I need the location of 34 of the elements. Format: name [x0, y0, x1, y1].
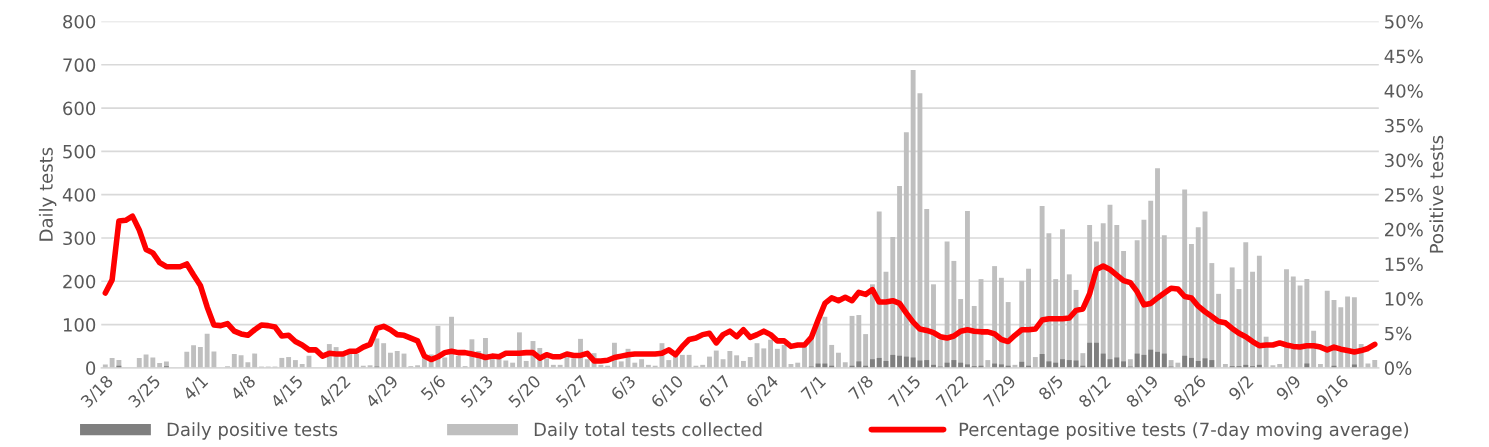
y-axis-title: Daily tests — [38, 147, 57, 241]
x-tick-label: 6/3 — [610, 374, 638, 402]
y2-tick-label: 25% — [1385, 188, 1423, 202]
legend-label: Daily total tests collected — [534, 422, 762, 440]
legend-label: Percentage positive tests (7-day moving average) — [959, 422, 1409, 440]
y-tick-label: 300 — [63, 231, 96, 246]
y2-tick-label: 50% — [1385, 14, 1423, 29]
y2-tick-label: 45% — [1384, 49, 1423, 64]
y2-tick-label: 0% — [1384, 361, 1412, 375]
y2-tick-label: 30% — [1385, 153, 1423, 168]
y-tick-label: 800 — [63, 14, 96, 29]
y-tick-label: 500 — [63, 144, 96, 159]
y2-tick-label: 20% — [1385, 222, 1423, 237]
y-tick-label: 200 — [63, 274, 96, 289]
x-tick-label: 4/1 — [182, 374, 210, 402]
y2-tick-label: 5% — [1385, 326, 1412, 341]
y-tick-label: 0 — [86, 361, 96, 375]
x-tick-label: 7/8 — [847, 374, 875, 402]
y2-tick-label: 35% — [1385, 118, 1423, 133]
y2-tick-label: 15% — [1385, 257, 1423, 272]
y2-tick-label: 40% — [1384, 84, 1423, 98]
x-tick-label: 9/2 — [1227, 374, 1255, 402]
legend-label: Daily positive tests — [167, 422, 338, 440]
y2-tick-label: 10% — [1385, 292, 1423, 306]
y-tick-label: 600 — [63, 101, 96, 116]
x-tick-label: 5/6 — [420, 374, 448, 402]
x-tick-label: 8/5 — [1037, 374, 1065, 402]
y-tick-label: 100 — [63, 318, 96, 332]
y2-axis-title: Positive tests — [1429, 135, 1444, 253]
x-tick-label: 4/8 — [229, 374, 258, 402]
y-tick-label: 700 — [63, 58, 96, 72]
x-tick-label: 9/9 — [1275, 374, 1303, 402]
y-tick-label: 400 — [62, 188, 96, 202]
x-tick-label: 7/1 — [800, 374, 828, 402]
